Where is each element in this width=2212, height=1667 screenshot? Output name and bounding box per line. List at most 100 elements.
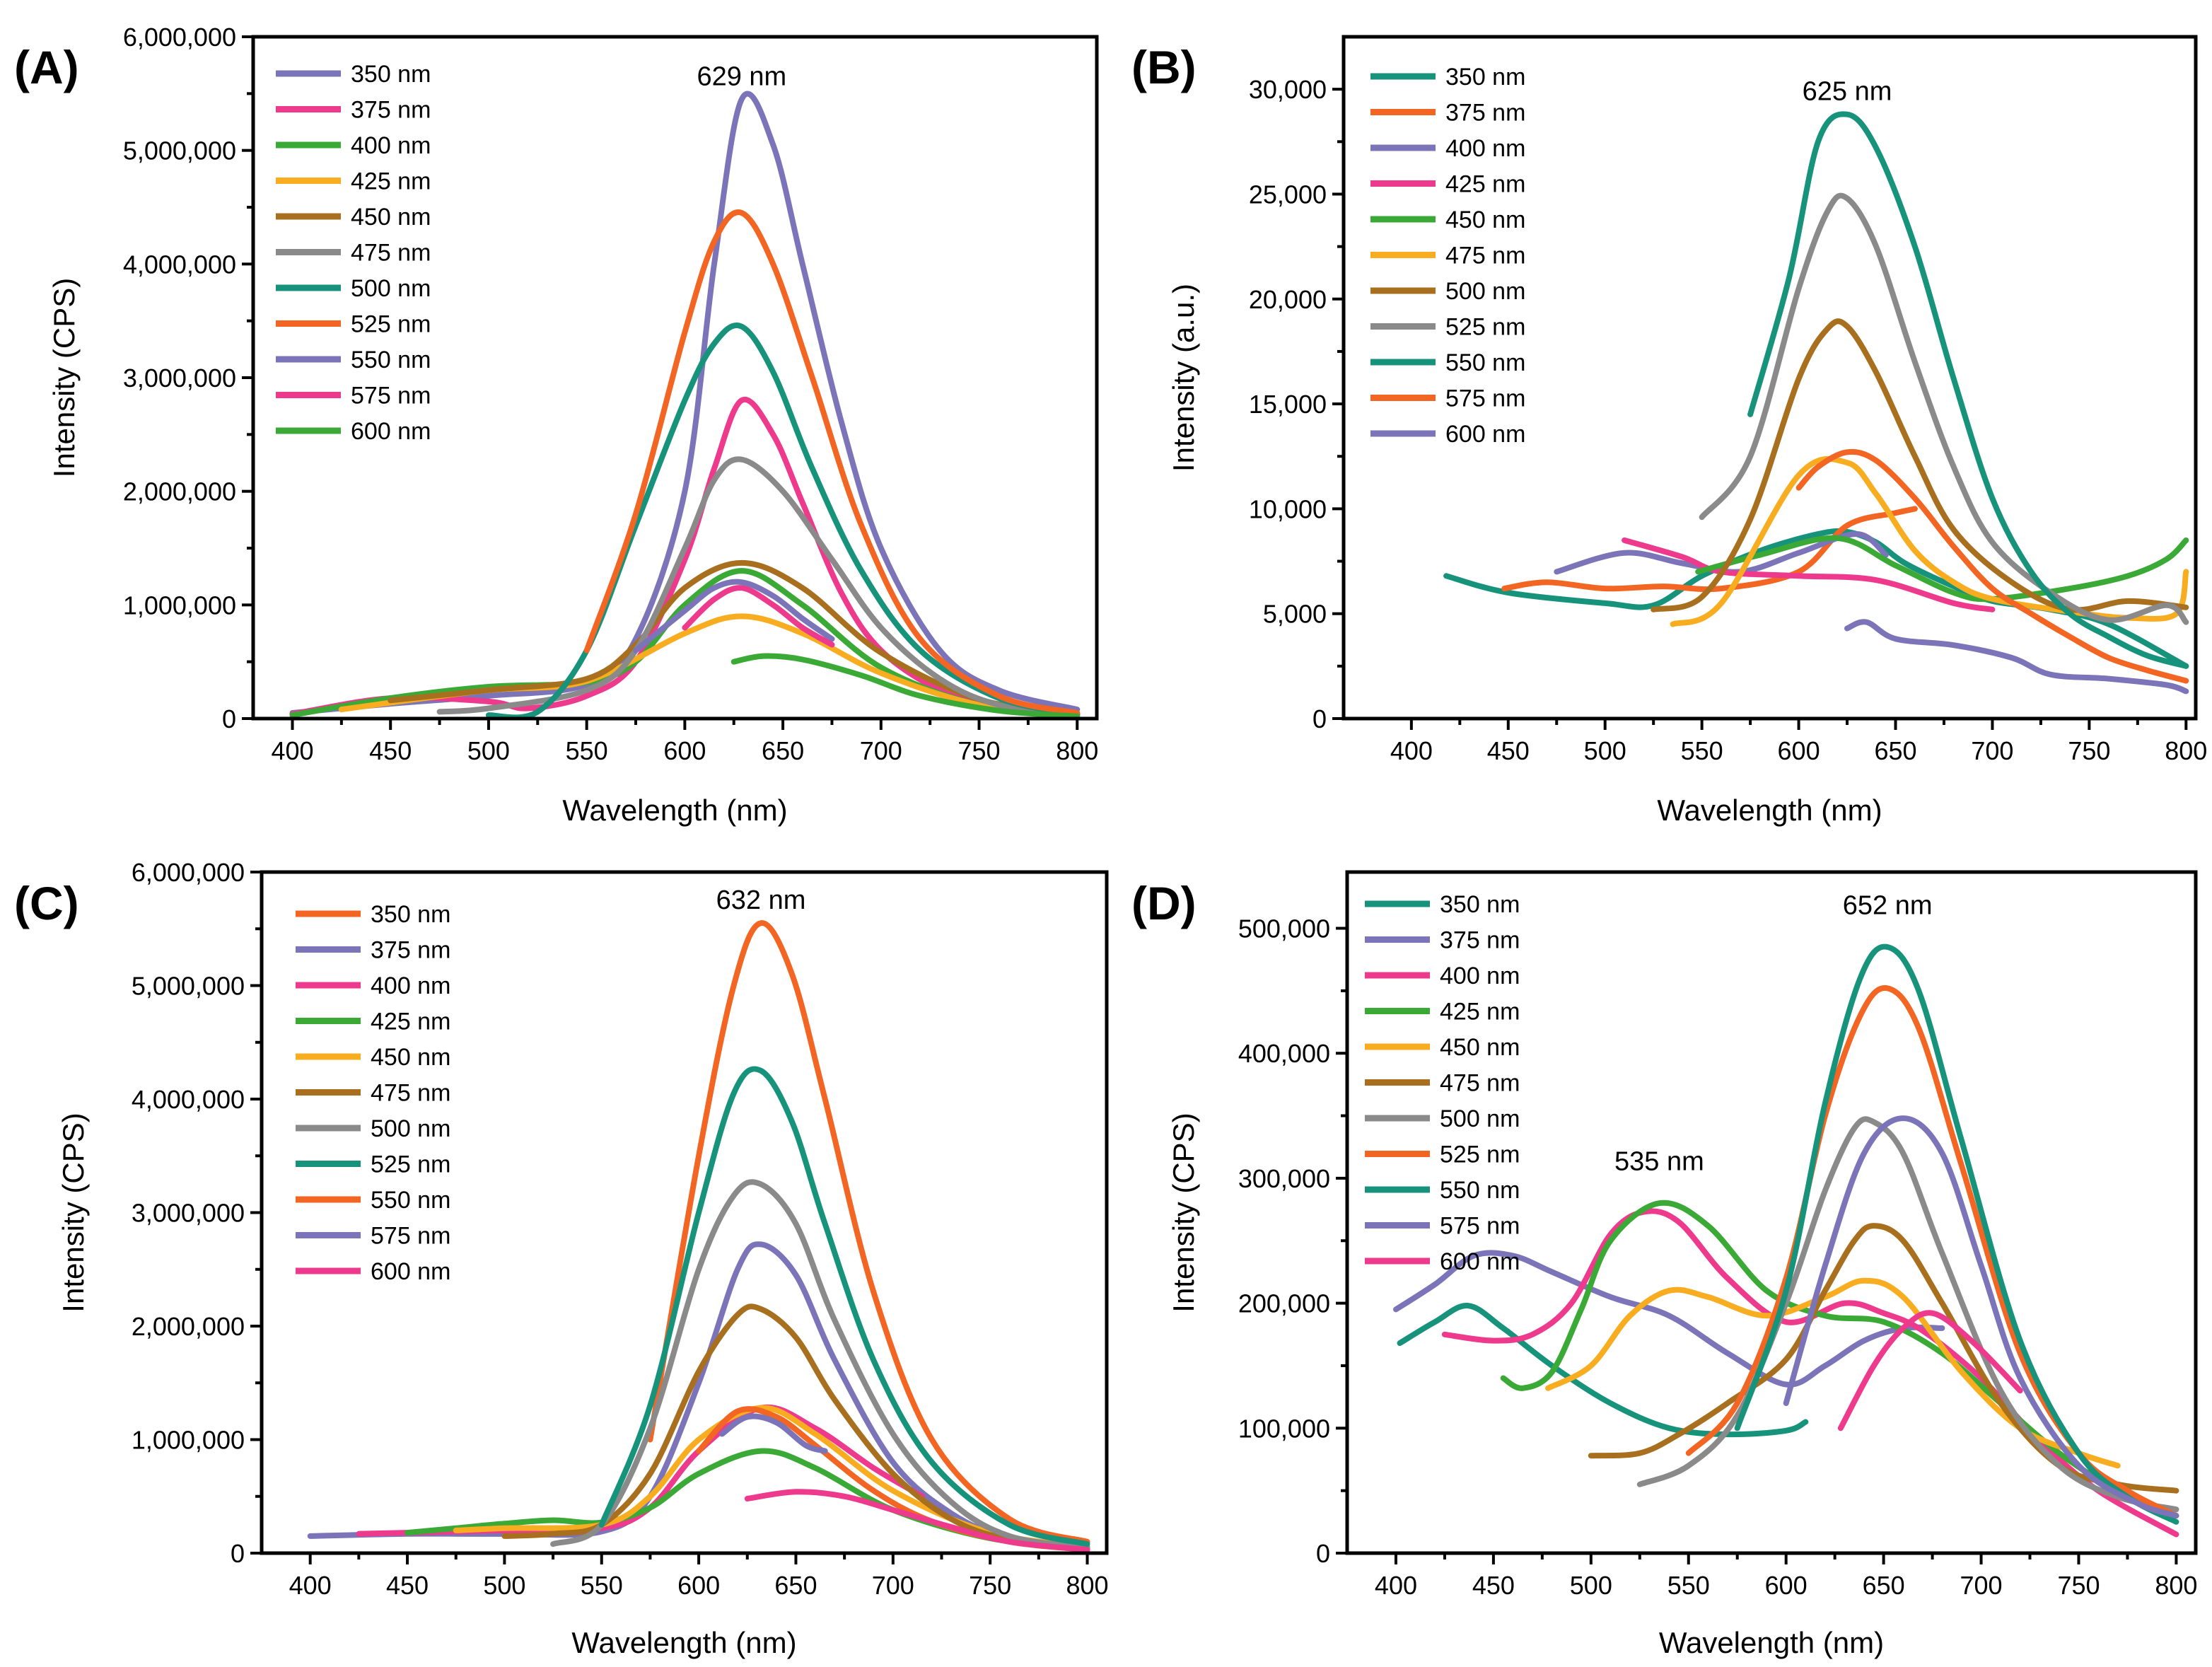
legend-label: 425 nm — [1445, 171, 1525, 198]
y-tick-label: 1,000,000 — [132, 1426, 245, 1455]
x-tick-label: 600 — [663, 736, 706, 765]
peak-annotation: 535 nm — [1614, 1147, 1704, 1177]
y-tick-label: 3,000,000 — [132, 1199, 245, 1228]
legend: 350 nm 375 nm 400 nm 425 nm 450 nm 475 nm 500 … — [1365, 891, 1520, 1275]
legend-label: 575 nm — [371, 1223, 450, 1250]
x-tick-label: 600 — [677, 1571, 720, 1600]
plot-frame — [1341, 35, 2198, 721]
y-axis-label: Intensity (CPS) — [47, 278, 81, 477]
legend-label: 525 nm — [1445, 314, 1525, 341]
x-tick-label: 550 — [566, 736, 608, 765]
series-line — [633, 579, 835, 654]
series-line — [1636, 1116, 2179, 1513]
series-line — [1397, 1303, 1809, 1438]
y-tick-label: 20,000 — [1249, 285, 1327, 314]
legend-label: 425 nm — [1440, 999, 1520, 1026]
x-tick-label: 400 — [271, 736, 313, 765]
legend-label: 575 nm — [1445, 385, 1525, 412]
plot-frame — [1345, 870, 2198, 1555]
legend-label: 525 nm — [371, 1151, 450, 1178]
x-tick-label: 500 — [1570, 1571, 1612, 1600]
y-tick-label: 25,000 — [1249, 180, 1327, 209]
series-line — [583, 209, 1081, 716]
x-tick-label: 550 — [581, 1571, 623, 1600]
y-axis-label: Intensity (CPS) — [1167, 1113, 1200, 1312]
x-tick-label: 800 — [2155, 1571, 2197, 1600]
y-tick-label: 400,000 — [1238, 1039, 1330, 1068]
y-tick-label: 5,000,000 — [123, 137, 236, 165]
x-tick-label: 550 — [1681, 736, 1723, 765]
legend-label: 450 nm — [1440, 1034, 1520, 1061]
series-line — [1734, 943, 2179, 1525]
legend-label: 425 nm — [371, 1009, 450, 1035]
legend-label: 525 nm — [351, 311, 431, 338]
x-tick-label: 450 — [369, 736, 412, 765]
y-tick-label: 2,000,000 — [123, 477, 236, 506]
legend-label: 375 nm — [371, 937, 450, 964]
x-tick-label: 800 — [1066, 1571, 1108, 1600]
legend-label: 400 nm — [1445, 135, 1525, 162]
y-tick-label: 4,000,000 — [132, 1085, 245, 1114]
y-tick-label: 0 — [222, 704, 236, 733]
legend-label: 600 nm — [351, 418, 431, 445]
series-line — [1844, 619, 2189, 695]
legend-label: 475 nm — [1440, 1070, 1520, 1097]
series-line — [647, 920, 1090, 1545]
curve-group — [1393, 943, 2179, 1538]
y-tick-label: 10,000 — [1249, 494, 1327, 523]
x-tick-label: 600 — [1765, 1571, 1808, 1600]
x-tick-label: 550 — [1667, 1571, 1710, 1600]
peak-annotation: 632 nm — [716, 885, 806, 915]
legend-label: 550 nm — [1440, 1177, 1520, 1204]
legend-label: 350 nm — [371, 901, 450, 928]
legend-label: 600 nm — [1440, 1248, 1520, 1275]
y-tick-label: 0 — [1316, 1539, 1330, 1568]
series-line — [1443, 528, 2189, 669]
series-line — [719, 1413, 828, 1454]
legend-label: 550 nm — [1445, 349, 1525, 376]
x-tick-label: 700 — [860, 736, 902, 765]
x-tick-label: 500 — [1584, 736, 1626, 765]
y-tick-label: 15,000 — [1249, 390, 1327, 419]
x-tick-label: 650 — [1874, 736, 1916, 765]
y-tick-label: 30,000 — [1249, 75, 1327, 104]
y-tick-label: 3,000,000 — [123, 364, 236, 393]
legend: 350 nm 375 nm 400 nm 425 nm 450 nm 475 nm 500 … — [276, 61, 431, 445]
panel-label: (A) — [14, 41, 79, 93]
series-line — [1685, 984, 2179, 1518]
x-tick-label: 650 — [774, 1571, 817, 1600]
series-line — [1695, 535, 2189, 603]
legend-label: 400 nm — [351, 132, 431, 159]
y-tick-label: 6,000,000 — [123, 23, 236, 52]
y-axis-label: Intensity (CPS) — [57, 1113, 90, 1312]
series-line — [1622, 537, 1996, 612]
legend-label: 400 nm — [371, 972, 450, 999]
x-axis-label: Wavelength (nm) — [562, 794, 787, 827]
legend-label: 375 nm — [1445, 100, 1525, 127]
peak-annotation: 625 nm — [1803, 77, 1892, 107]
panel-label: (C) — [14, 877, 79, 929]
x-tick-label: 800 — [2165, 736, 2207, 765]
x-tick-label: 450 — [386, 1571, 429, 1600]
series-line — [598, 1066, 1090, 1547]
legend-label: 525 nm — [1440, 1142, 1520, 1168]
legend-label: 350 nm — [1445, 64, 1525, 91]
x-tick-label: 600 — [1778, 736, 1820, 765]
x-tick-label: 700 — [872, 1571, 914, 1600]
x-tick-label: 650 — [1863, 1571, 1905, 1600]
y-tick-label: 2,000,000 — [132, 1312, 245, 1341]
x-axis-label: Wavelength (nm) — [1657, 794, 1882, 827]
curve-group — [1443, 111, 2189, 695]
legend-label: 375 nm — [1440, 927, 1520, 954]
x-tick-label: 750 — [969, 1571, 1011, 1600]
panel-label: (B) — [1131, 41, 1197, 93]
y-tick-label: 1,000,000 — [123, 591, 236, 620]
legend-label: 450 nm — [351, 204, 431, 231]
peak-annotation: 652 nm — [1843, 891, 1933, 921]
legend-label: 450 nm — [371, 1044, 450, 1071]
legend-label: 350 nm — [351, 61, 431, 88]
x-tick-label: 700 — [1960, 1571, 2003, 1600]
legend: 350 nm 375 nm 400 nm 425 nm 450 nm 475 nm 500 … — [1370, 64, 1525, 448]
legend-label: 500 nm — [1440, 1105, 1520, 1132]
